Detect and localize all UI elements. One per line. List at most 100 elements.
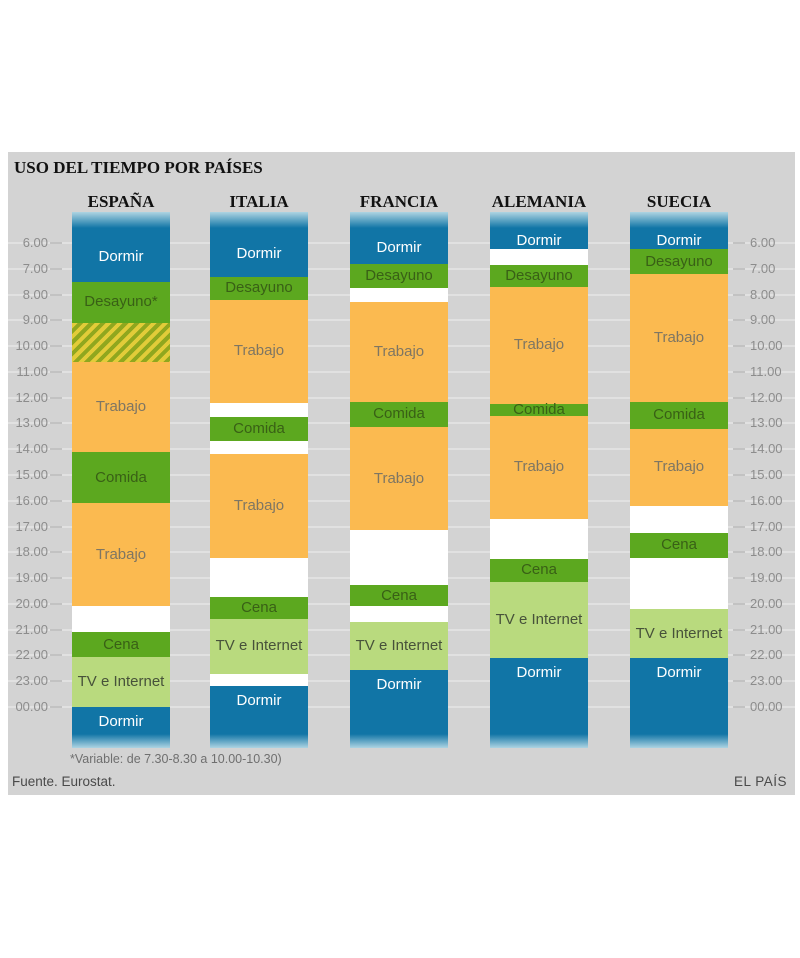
time-label-left: 15.00 (15, 467, 48, 483)
segment-label: Dormir (376, 675, 422, 693)
segment-dormir: Dormir (72, 707, 170, 749)
time-label-right: 17.00 (750, 518, 783, 534)
country-header-italia: ITALIA (229, 192, 289, 211)
time-label-right: 6.00 (750, 235, 776, 250)
country-column-suecia: Dormir Desayuno Trabajo Comida Trabajo Cena TV… (630, 212, 728, 749)
segment-desayuno: Desayuno (490, 264, 588, 287)
segment-cena: Cena (490, 558, 588, 582)
segment-label: Desayuno (225, 279, 293, 297)
tick-mark-left (50, 267, 62, 270)
segment-label: Comida (95, 468, 147, 486)
country-column-italia: Dormir Desayuno Trabajo Comida Trabajo Cena TV… (210, 212, 308, 749)
time-label-right: 16.00 (750, 492, 783, 508)
segment-tv: TV e Internet (72, 656, 170, 708)
time-label-right: 18.00 (750, 544, 783, 560)
chart-title: USO DEL TIEMPO POR PAÍSES (14, 158, 263, 177)
segment-label: TV e Internet (355, 636, 443, 654)
tick-mark-right (733, 345, 745, 348)
time-label-right: 21.00 (750, 621, 783, 637)
tick-mark-left (50, 654, 62, 657)
time-label-right: 00.00 (750, 699, 783, 715)
time-label-right: 10.00 (750, 338, 783, 354)
tick-mark-right (733, 551, 745, 554)
segment-cena: Cena (210, 597, 308, 620)
segment-dormir: Dormir (72, 212, 170, 282)
tick-mark-right (733, 370, 745, 373)
segment-label: Comida (653, 406, 705, 424)
segment-trabajo: Trabajo (630, 428, 728, 506)
segment-label: Trabajo (95, 545, 147, 563)
tick-mark-left (50, 525, 62, 528)
time-label-left: 20.00 (15, 595, 48, 611)
country-column-alemania: Dormir Desayuno Trabajo Comida Trabajo Cena TV… (490, 212, 588, 749)
tick-mark-right (733, 628, 745, 631)
time-label-left: 6.00 (22, 235, 48, 250)
time-label-right: 23.00 (750, 673, 783, 689)
tick-mark-right (733, 577, 745, 580)
tick-mark-left (50, 551, 62, 554)
segment-tv: TV e Internet (490, 582, 588, 659)
time-label-left: 7.00 (22, 260, 48, 276)
time-label-left: 13.00 (15, 415, 48, 431)
segment-label: TV e Internet (77, 672, 165, 690)
segment-label: Desayuno (645, 252, 713, 270)
segment-label: Dormir (656, 664, 702, 682)
segment-label: Trabajo (653, 458, 705, 476)
segment-cena: Cena (72, 632, 170, 657)
segment-label: Trabajo (95, 397, 147, 415)
tick-mark-left (50, 448, 62, 451)
tick-mark-right (733, 680, 745, 683)
segment-dormir: Dormir (350, 669, 448, 749)
time-label-left: 14.00 (15, 441, 48, 457)
country-header-alemania: ALEMANIA (491, 192, 587, 211)
segment-label: Dormir (376, 238, 422, 256)
tick-mark-left (50, 628, 62, 631)
segment-label: Dormir (98, 713, 144, 731)
tick-mark-left (50, 706, 62, 709)
segment-dormir: Dormir (490, 658, 588, 749)
segment-label: Dormir (656, 231, 702, 249)
segment-dormir: Dormir (350, 212, 448, 264)
time-label-left: 16.00 (15, 492, 48, 508)
time-label-right: 9.00 (750, 312, 776, 328)
segment-comida: Comida (210, 417, 308, 442)
brand-label: EL PAÍS (733, 774, 787, 789)
time-label-left: 21.00 (15, 621, 48, 637)
segment-desayuno: Desayuno (630, 249, 728, 274)
time-label-left: 00.00 (15, 699, 48, 715)
segment-label: Trabajo (513, 336, 565, 354)
segment-trabajo: Trabajo (72, 361, 170, 452)
segment-trabajo: Trabajo (490, 286, 588, 405)
segment-trabajo: Trabajo (210, 299, 308, 403)
segment-label: Comida (233, 420, 285, 438)
segment-comida: Comida (630, 401, 728, 429)
segment-label: Cena (241, 599, 277, 617)
segment-desayuno: Desayuno (210, 276, 308, 300)
segment-label: Cena (103, 635, 139, 653)
segment-variable (72, 322, 170, 362)
segment-label: TV e Internet (635, 624, 723, 642)
tick-mark-left (50, 602, 62, 605)
segment-tv: TV e Internet (350, 621, 448, 670)
segment-label: Dormir (516, 231, 562, 249)
tick-mark-right (733, 474, 745, 477)
segment-desayuno: Desayuno (350, 263, 448, 289)
footnote: *Variable: de 7.30-8.30 a 10.00-10.30) (70, 752, 282, 766)
time-label-left: 9.00 (22, 312, 48, 328)
tick-mark-left (50, 345, 62, 348)
country-column-espana: Dormir Desayuno* Trabajo Comida Trabajo Cena T… (72, 212, 170, 749)
segment-dormir: Dormir (630, 658, 728, 749)
tick-mark-right (733, 448, 745, 451)
time-label-left: 17.00 (15, 518, 48, 534)
country-header-suecia: SUECIA (646, 192, 712, 211)
tick-mark-left (50, 396, 62, 399)
tick-mark-left (50, 577, 62, 580)
country-column-francia: Dormir Desayuno Trabajo Comida Trabajo Cena TV… (350, 212, 448, 749)
time-label-right: 8.00 (750, 286, 776, 302)
time-label-right: 7.00 (750, 260, 776, 276)
tick-mark-left (50, 319, 62, 322)
segment-label: Desayuno (365, 266, 433, 284)
segment-trabajo: Trabajo (210, 454, 308, 558)
segment-tv: TV e Internet (630, 609, 728, 659)
